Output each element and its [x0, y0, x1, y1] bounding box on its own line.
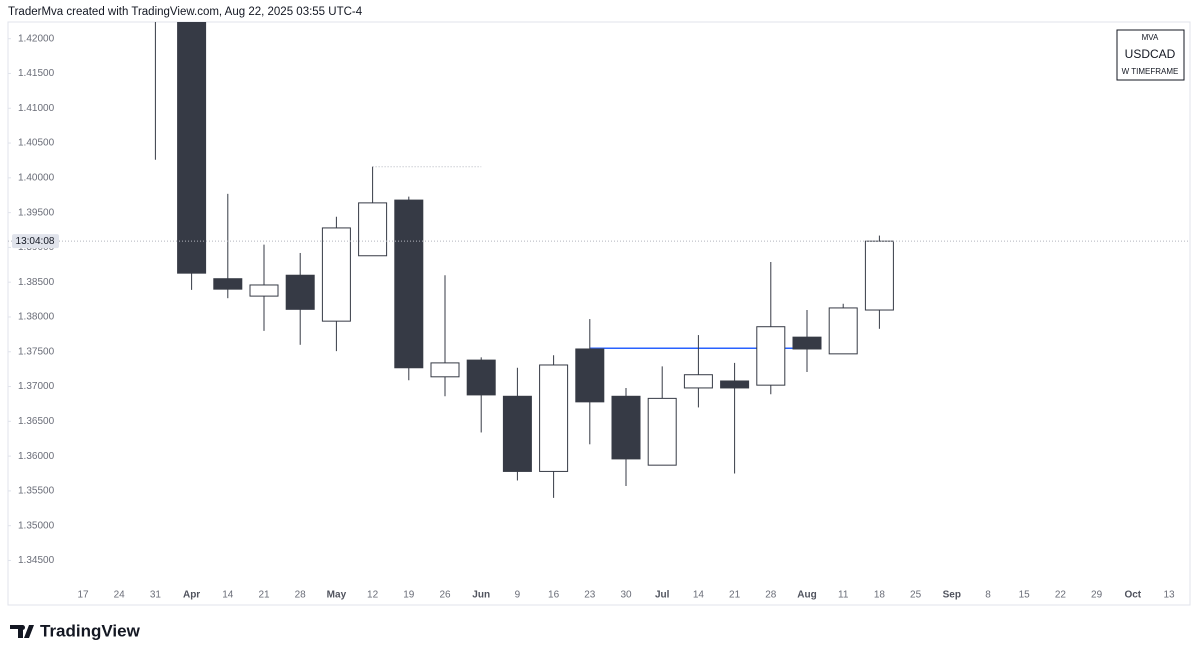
y-tick-label: 1.37500: [18, 346, 55, 357]
y-tick-label: 1.36500: [18, 416, 55, 427]
candle-body: [358, 202, 388, 257]
y-tick-label: 1.40500: [18, 138, 55, 149]
x-tick-label: 13: [1163, 590, 1175, 601]
candle-body: [285, 274, 315, 310]
y-tick-label: 1.35500: [18, 486, 55, 497]
countdown-bg: [12, 234, 59, 249]
x-tick-label: 16: [548, 590, 560, 601]
y-tick-label: 1.38000: [18, 312, 55, 323]
y-tick-label: 1.39500: [18, 207, 55, 218]
symbol-box-symbol: USDCAD: [1125, 47, 1176, 61]
x-tick-label: 31: [150, 590, 162, 601]
y-tick-label: 1.35000: [18, 520, 55, 531]
y-tick-label: 1.41000: [18, 103, 55, 114]
x-tick-label: 17: [77, 590, 89, 601]
x-tick-label: 19: [403, 590, 415, 601]
x-tick-label: 8: [985, 590, 991, 601]
x-tick-label: 24: [114, 590, 126, 601]
symbol-box-author: MVA: [1142, 33, 1159, 42]
x-tick-label: 9: [515, 590, 521, 601]
x-tick-label: May: [327, 590, 347, 601]
x-tick-label: Jul: [655, 590, 670, 601]
x-tick-label: Jun: [472, 590, 490, 601]
x-tick-label: Sep: [943, 590, 961, 601]
x-tick-label: Aug: [797, 590, 816, 601]
x-tick-label: 18: [874, 590, 886, 601]
candle-body: [321, 227, 351, 322]
candle-body: [177, 22, 207, 274]
x-tick-label: 25: [910, 590, 922, 601]
candle-body: [864, 240, 894, 311]
candle-body: [575, 348, 605, 403]
x-tick-label: 28: [765, 590, 777, 601]
y-tick-label: 1.34500: [18, 555, 55, 566]
candle-body: [683, 374, 713, 389]
x-tick-label: 14: [693, 590, 705, 601]
x-tick-label: 14: [222, 590, 234, 601]
candle-body: [647, 397, 677, 466]
symbol-box: [1116, 29, 1185, 81]
candle-body: [756, 326, 786, 386]
y-tick-label: 1.37000: [18, 381, 55, 392]
symbol-box-timeframe: W TIMEFRAME: [1122, 67, 1179, 76]
x-tick-label: 22: [1055, 590, 1067, 601]
x-tick-label: 15: [1019, 590, 1031, 601]
y-tick-label: 1.38500: [18, 277, 55, 288]
countdown: 13:04:08: [16, 236, 55, 247]
candle-body: [249, 284, 279, 297]
candle-body: [611, 395, 641, 460]
header: TraderMva created with TradingView.com, …: [8, 6, 363, 18]
x-tick-label: 21: [258, 590, 270, 601]
x-tick-label: Apr: [183, 590, 200, 601]
candle-body: [828, 307, 858, 355]
y-tick-label: 1.41500: [18, 68, 55, 79]
x-tick-label: 12: [367, 590, 379, 601]
x-tick-label: 21: [729, 590, 741, 601]
y-tick-label: 1.40000: [18, 172, 55, 183]
brand-logo: [10, 625, 34, 638]
candles: [154, 22, 894, 498]
candle-body: [466, 359, 496, 396]
y-tick-label: 1.36000: [18, 451, 55, 462]
candle-body: [430, 362, 460, 378]
brand: TradingView: [40, 621, 141, 640]
candle-body: [720, 380, 750, 389]
x-tick-label: 11: [838, 590, 849, 601]
candle-body: [539, 364, 569, 472]
x-tick-label: 26: [439, 590, 451, 601]
x-tick-label: Oct: [1124, 590, 1141, 601]
x-tick-label: 28: [295, 590, 307, 601]
candle-body: [502, 395, 532, 472]
x-tick-label: 29: [1091, 590, 1103, 601]
x-tick-label: 23: [584, 590, 596, 601]
plot-frame: [7, 21, 1191, 606]
candle-body: [394, 199, 424, 369]
candle-body: [792, 336, 822, 350]
x-tick-label: 30: [620, 590, 632, 601]
candle-body: [213, 278, 243, 290]
y-tick-label: 1.42000: [18, 33, 55, 44]
